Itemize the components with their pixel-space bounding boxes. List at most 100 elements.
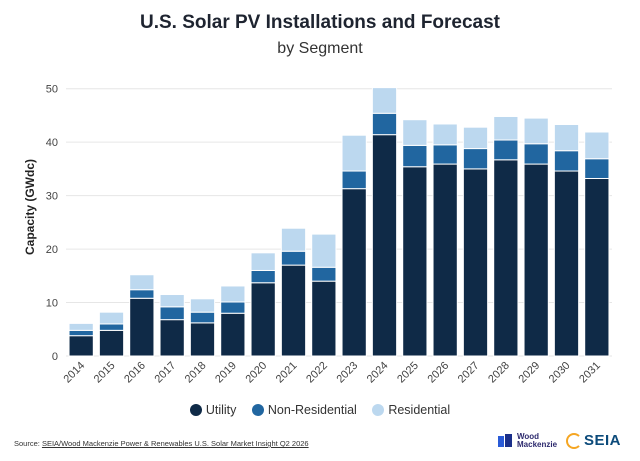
bar-non-residential-2030 <box>553 150 580 172</box>
bar-non-residential-2027 <box>462 148 489 170</box>
sun-icon <box>566 432 582 449</box>
bar-utility-2029 <box>523 163 549 357</box>
bar-residential-2028 <box>493 115 519 141</box>
x-tick-label: 2016 <box>122 360 148 386</box>
bar-non-residential-2021 <box>280 250 307 266</box>
bar-utility-2028 <box>493 159 519 357</box>
x-tick-label: 2030 <box>547 360 573 386</box>
bar-residential-2021 <box>280 227 307 252</box>
x-tick-label: 2015 <box>92 360 118 386</box>
bar-non-residential-2018 <box>189 311 216 324</box>
legend-item-residential: Residential <box>372 403 450 417</box>
bar-utility-2018 <box>189 322 216 357</box>
x-tick-label: 2014 <box>61 360 87 386</box>
bar-residential-2019 <box>220 285 246 303</box>
bar-residential-2030 <box>553 124 580 152</box>
bar-utility-2024 <box>371 134 398 357</box>
x-tick-label: 2017 <box>152 360 178 386</box>
y-tick-label: 20 <box>46 244 58 256</box>
chart-subtitle: by Segment <box>277 40 363 57</box>
x-tick-label: 2018 <box>183 360 209 386</box>
bar-non-residential-2028 <box>493 139 519 161</box>
seia-logo: SEIA <box>566 432 621 449</box>
gridlines <box>66 88 612 357</box>
bar-non-residential-2029 <box>523 143 549 165</box>
bars <box>68 87 610 357</box>
legend-item-utility: Utility <box>189 403 237 417</box>
legend: Utility Non-Residential Residential <box>0 403 640 419</box>
bar-non-residential-2024 <box>371 112 398 136</box>
x-tick-label: 2029 <box>516 360 542 386</box>
bar-residential-2018 <box>189 298 216 313</box>
x-tick-label: 2021 <box>274 360 300 386</box>
bar-non-residential-2019 <box>220 301 246 314</box>
wm-logo-line2: Mackenzie <box>517 440 558 449</box>
y-axis-ticks: 0 10 20 30 40 50 <box>46 84 58 363</box>
legend-label: Non-Residential <box>267 403 357 417</box>
bar-residential-2026 <box>432 123 458 146</box>
legend-label: Utility <box>205 403 237 417</box>
bar-utility-2020 <box>250 282 276 357</box>
bar-residential-2029 <box>523 117 549 145</box>
chart-title: U.S. Solar PV Installations and Forecast <box>139 12 501 33</box>
bar-utility-2016 <box>129 297 155 357</box>
bar-residential-2016 <box>129 274 155 291</box>
bar-non-residential-2023 <box>341 170 367 190</box>
bar-utility-2015 <box>98 329 125 357</box>
y-axis-label: Capacity (GWdc) <box>23 159 37 255</box>
bar-utility-2017 <box>159 319 185 357</box>
bar-utility-2019 <box>220 312 246 357</box>
x-axis-ticks: 2014 2015 2016 2017 2018 2019 2020 2021 2022 2023… <box>61 360 602 386</box>
bar-non-residential-2015 <box>98 323 125 331</box>
y-tick-label: 40 <box>46 137 58 149</box>
bar-residential-2014 <box>68 322 94 331</box>
bar-utility-2027 <box>462 168 489 357</box>
bar-residential-2015 <box>98 311 125 325</box>
x-tick-label: 2027 <box>456 360 482 386</box>
wood-mackenzie-mark-icon <box>498 434 512 447</box>
bar-non-residential-2025 <box>402 144 428 168</box>
x-tick-label: 2026 <box>425 360 451 386</box>
residential-dot-icon <box>372 404 385 416</box>
bar-residential-2031 <box>584 131 610 160</box>
utility-dot-icon <box>189 404 202 416</box>
x-tick-label: 2023 <box>334 360 360 386</box>
y-tick-label: 30 <box>46 191 58 203</box>
bar-non-residential-2017 <box>159 306 185 321</box>
bar-utility-2026 <box>432 163 458 357</box>
bar-non-residential-2020 <box>250 269 276 284</box>
x-tick-label: 2020 <box>243 360 269 386</box>
legend-item-non-residential: Non-Residential <box>251 403 357 417</box>
x-tick-label: 2022 <box>304 360 330 386</box>
seia-logo-text: SEIA <box>584 432 622 449</box>
bar-residential-2024 <box>371 87 398 114</box>
x-tick-label: 2024 <box>365 360 391 386</box>
wood-mackenzie-logo: Wood Mackenzie <box>497 433 557 449</box>
y-tick-label: 10 <box>46 298 58 310</box>
bar-non-residential-2031 <box>584 158 610 180</box>
bar-residential-2025 <box>402 119 428 146</box>
bar-utility-2021 <box>280 264 307 357</box>
bar-utility-2014 <box>68 335 94 357</box>
source-prefix: Source: <box>14 439 42 448</box>
bar-non-residential-2022 <box>311 266 337 282</box>
bar-utility-2030 <box>553 170 580 357</box>
source-link[interactable]: SEIA/Wood Mackenzie Power & Renewables U… <box>41 439 309 448</box>
x-tick-label: 2019 <box>213 360 239 386</box>
x-tick-label: 2031 <box>577 360 603 386</box>
bar-utility-2025 <box>402 166 428 357</box>
bar-utility-2022 <box>311 280 337 357</box>
x-tick-label: 2025 <box>395 360 421 386</box>
y-tick-label: 50 <box>46 84 58 96</box>
y-tick-label: 0 <box>52 351 58 363</box>
bar-residential-2020 <box>250 252 276 271</box>
bar-non-residential-2026 <box>432 144 458 165</box>
wm-logo-line1: Wood <box>517 432 540 441</box>
non-residential-dot-icon <box>251 404 264 416</box>
x-tick-label: 2028 <box>486 360 512 386</box>
source-note: Source: SEIA/Wood Mackenzie Power & Rene… <box>14 439 309 448</box>
bar-residential-2023 <box>341 134 367 172</box>
bar-residential-2022 <box>311 233 337 268</box>
bar-residential-2027 <box>462 126 489 150</box>
